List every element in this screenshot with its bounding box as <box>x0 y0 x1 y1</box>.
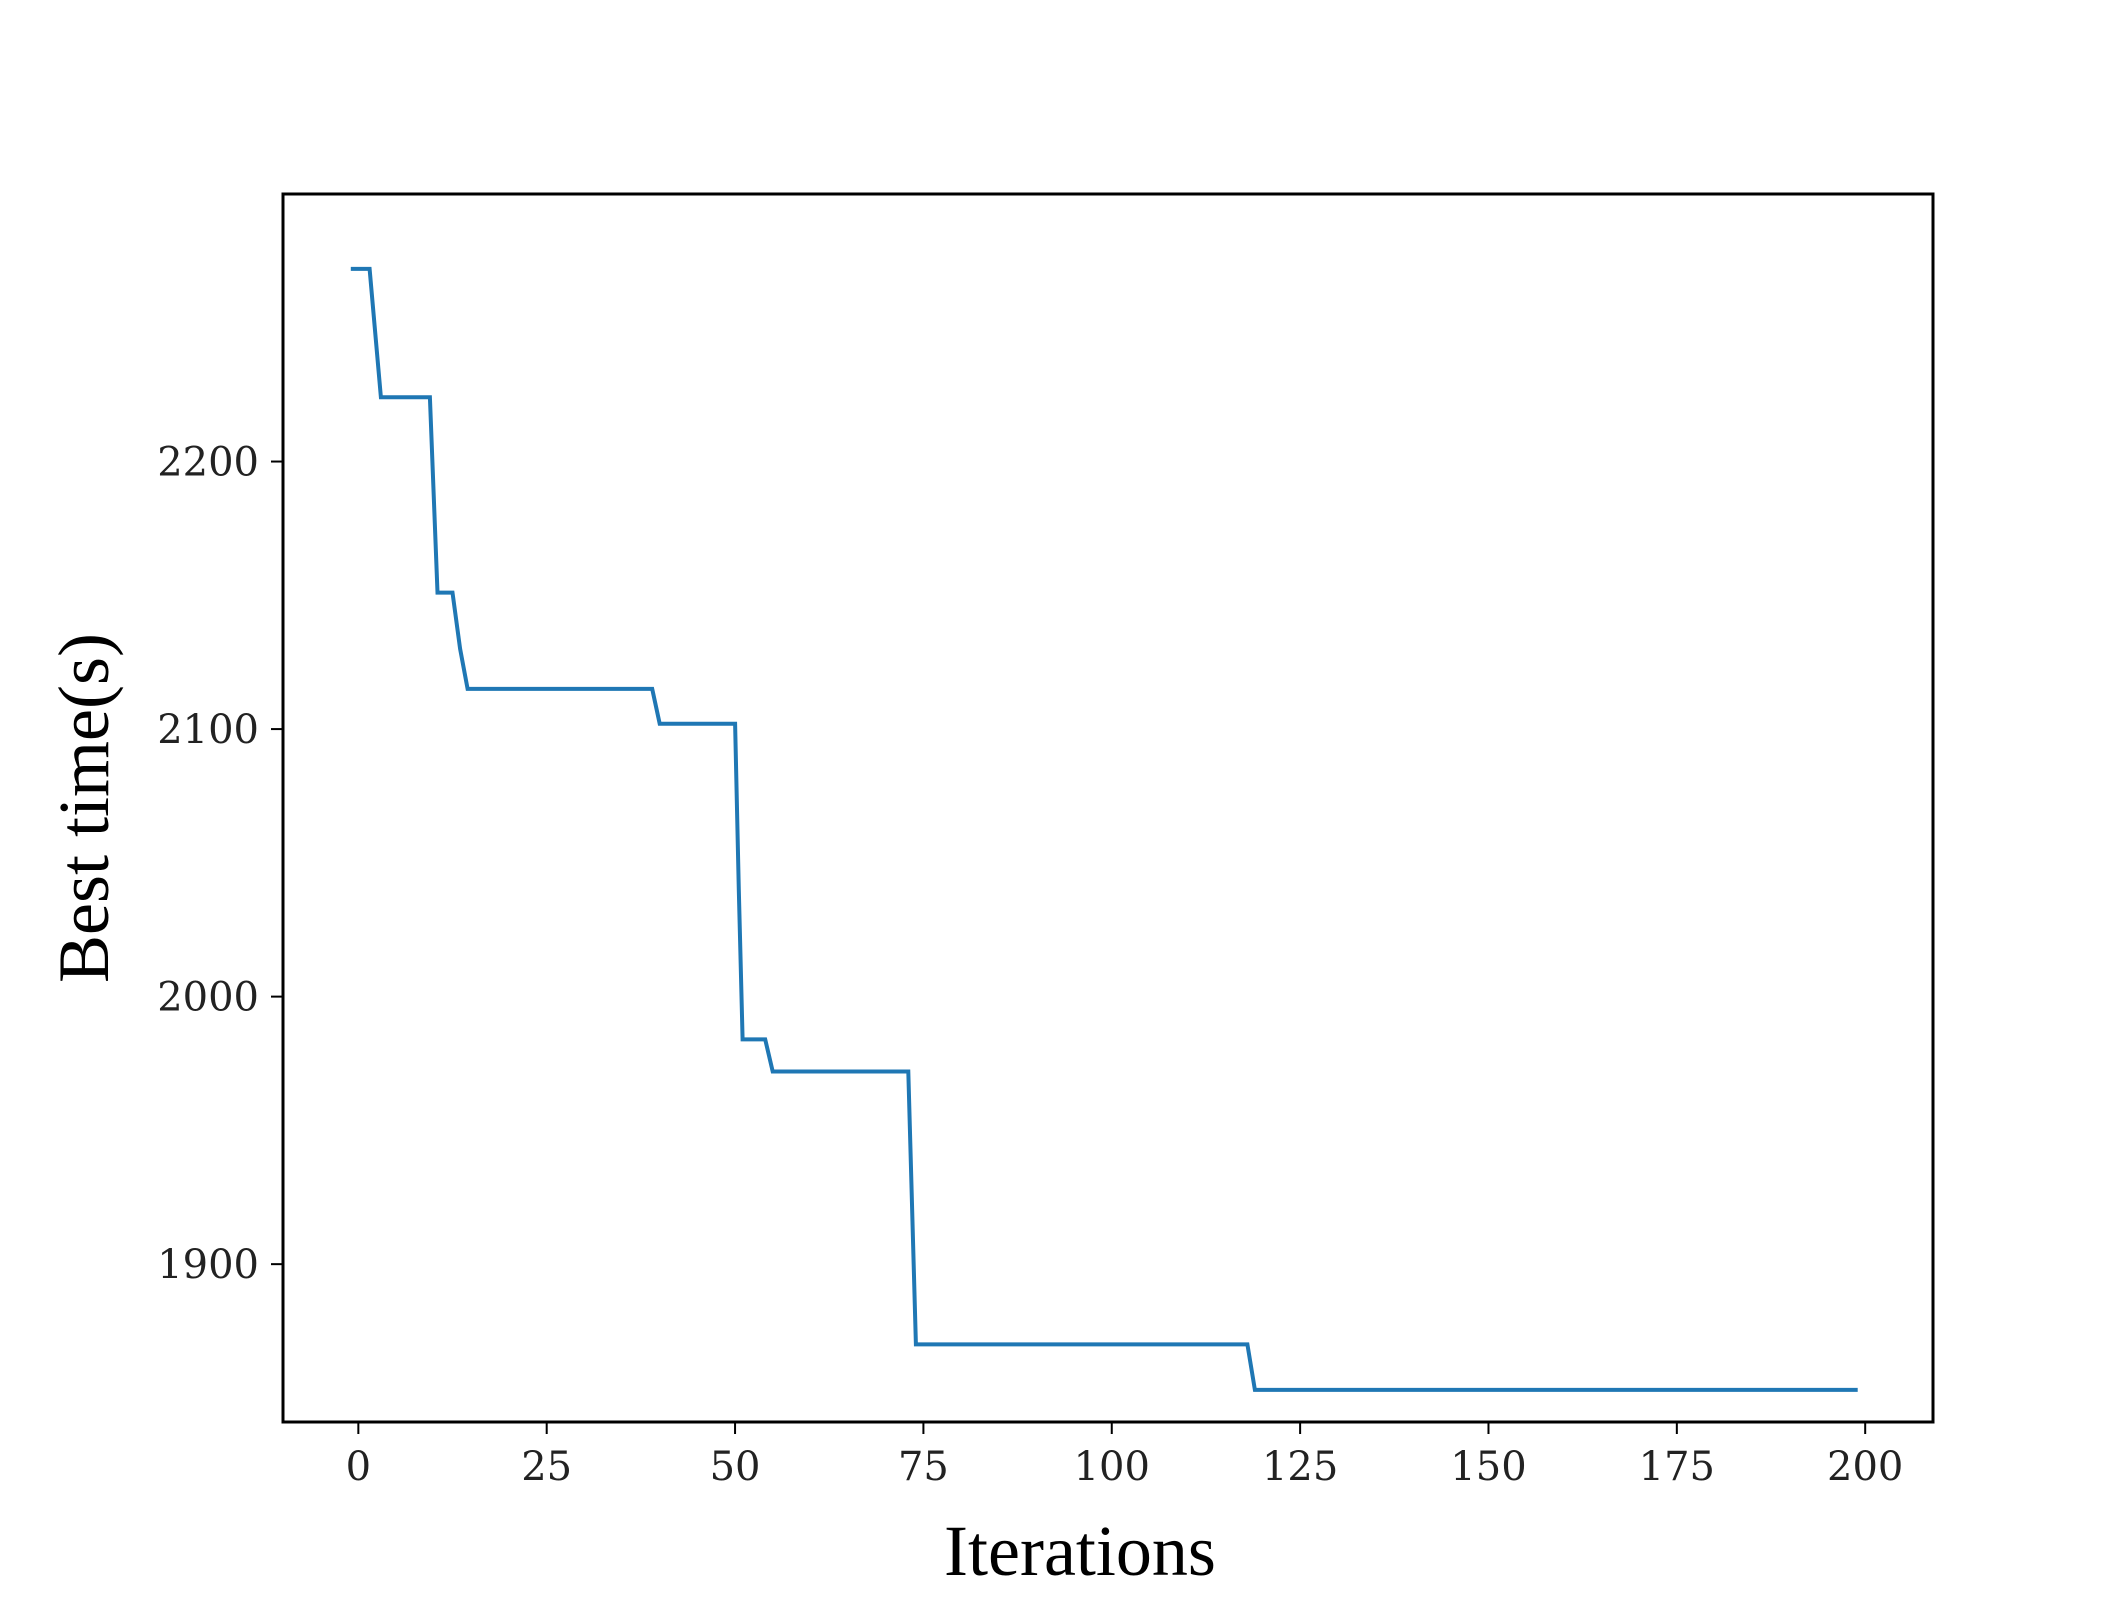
y-tick-label: 2000 <box>157 975 259 1021</box>
y-tick-label: 1900 <box>157 1242 259 1288</box>
x-tick-label: 25 <box>521 1444 572 1490</box>
x-axis: 0 25 50 75 100 125 150 175 200 <box>346 1422 1903 1490</box>
x-tick-label: 75 <box>898 1444 949 1490</box>
x-tick-label: 0 <box>346 1444 371 1490</box>
y-tick-label: 2100 <box>157 707 259 753</box>
x-tick-label: 150 <box>1450 1444 1526 1490</box>
x-tick-label: 125 <box>1262 1444 1338 1490</box>
x-tick-label: 175 <box>1639 1444 1715 1490</box>
x-tick-label: 200 <box>1827 1444 1903 1490</box>
plot-area <box>281 192 1935 1424</box>
x-tick-label: 50 <box>710 1444 761 1490</box>
series-line <box>350 266 1858 1392</box>
y-axis: 1900 2000 2100 2200 <box>157 440 283 1288</box>
y-axis-title: Best time(s) <box>44 633 124 983</box>
x-axis-title: Iterations <box>944 1511 1216 1591</box>
x-tick-label: 100 <box>1074 1444 1150 1490</box>
y-tick-label: 2200 <box>157 440 259 486</box>
